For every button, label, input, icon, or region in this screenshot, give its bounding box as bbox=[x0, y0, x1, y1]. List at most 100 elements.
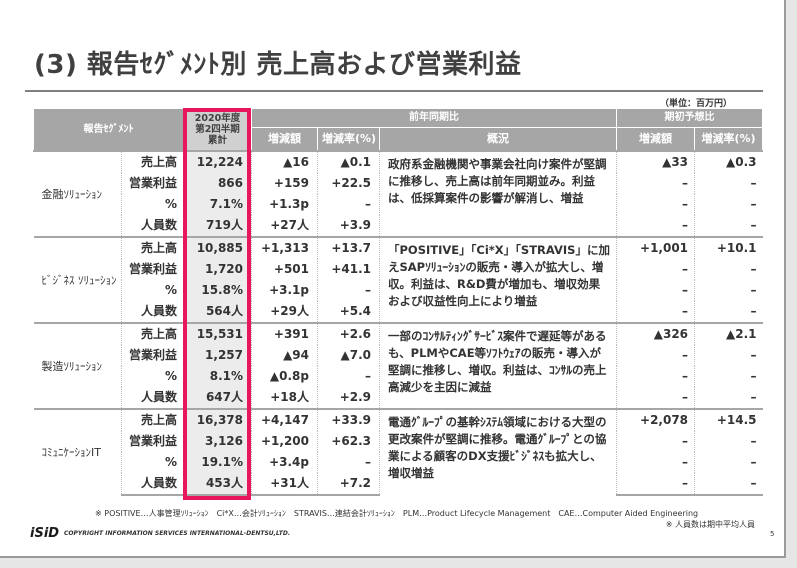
table-row: % 19.1% +3.4p – – – bbox=[34, 452, 763, 473]
row-item-label: % bbox=[121, 280, 184, 301]
yoy-diff: +3.4p bbox=[251, 452, 318, 473]
segment-summary: 「POSITIVE」「Ci*X」「STRAVIS」に加えSAPｿﾘｭｰｼｮﾝの販… bbox=[378, 236, 617, 323]
plan-rate: – bbox=[694, 431, 763, 452]
segment-summary: 一部のｺﾝｻﾙﾃｨﾝｸﾞｻｰﾋﾞｽ案件で遅延等があるも、PLMやCAE等ｿﾌﾄｳ… bbox=[378, 322, 617, 409]
yoy-diff: ▲0.8p bbox=[251, 366, 318, 387]
fy-value: 10,885 bbox=[183, 236, 252, 259]
plan-rate: – bbox=[694, 387, 763, 409]
table-row: 人員数 453人 +31人 +7.2 – – bbox=[34, 473, 763, 496]
header-segment: 報告ｾｸﾞﾒﾝﾄ bbox=[33, 108, 184, 152]
segment-name: ﾋﾞｼﾞﾈｽ ｿﾘｭｰｼｮﾝ bbox=[33, 236, 122, 323]
plan-rate: ▲2.1 bbox=[694, 322, 763, 345]
plan-rate: – bbox=[694, 301, 763, 323]
yoy-rate: – bbox=[317, 366, 380, 387]
plan-diff: +1,001 bbox=[616, 236, 695, 259]
plan-diff: – bbox=[616, 301, 695, 323]
fy-value: 719人 bbox=[183, 215, 252, 237]
fy-value: 15.8% bbox=[183, 280, 252, 301]
table-row: 営業利益 3,126 +1,200 +62.3 – – bbox=[34, 431, 763, 452]
plan-diff: – bbox=[616, 387, 695, 409]
table-row: % 7.1% +1.3p – – – bbox=[34, 194, 763, 215]
plan-rate: – bbox=[694, 473, 763, 496]
plan-diff: – bbox=[616, 452, 695, 473]
fy-value: 1,720 bbox=[183, 259, 252, 280]
yoy-rate: +62.3 bbox=[317, 431, 380, 452]
fy-value: 3,126 bbox=[183, 431, 252, 452]
table-row: 営業利益 1,257 ▲94 ▲7.0 – – bbox=[34, 345, 763, 366]
plan-diff: – bbox=[616, 194, 695, 215]
yoy-rate: +41.1 bbox=[317, 259, 380, 280]
header-plan-rate: 増減率(%) bbox=[694, 127, 764, 152]
yoy-rate: – bbox=[317, 280, 380, 301]
row-item-label: 人員数 bbox=[121, 387, 184, 409]
company-logo: iSiD bbox=[30, 526, 60, 541]
segment-name: 金融ｿﾘｭｰｼｮﾝ bbox=[33, 150, 122, 237]
fy-value: 16,378 bbox=[183, 408, 252, 431]
fy-value: 453人 bbox=[183, 473, 252, 496]
row-item-label: 営業利益 bbox=[121, 173, 184, 194]
plan-diff: – bbox=[616, 345, 695, 366]
yoy-diff: ▲16 bbox=[251, 150, 318, 173]
title-divider bbox=[25, 90, 763, 92]
table-row: ﾋﾞｼﾞﾈｽ ｿﾘｭｰｼｮﾝ 売上高 10,885 +1,313 +13.7 「POSIT… bbox=[33, 236, 763, 323]
header-yoy-rate: 増減率(%) bbox=[317, 127, 380, 152]
plan-rate: – bbox=[694, 345, 763, 366]
plan-diff: – bbox=[616, 366, 695, 387]
table-body: 金融ｿﾘｭｰｼｮﾝ 売上高 12,224 ▲16 ▲0.1 政府系金融機関や事業会社向け案… bbox=[33, 150, 763, 496]
plan-diff: ▲326 bbox=[616, 322, 695, 345]
plan-diff: – bbox=[616, 215, 695, 237]
fy-value: 12,224 bbox=[183, 150, 252, 173]
plan-diff: – bbox=[616, 259, 695, 280]
fy-value: 7.1% bbox=[183, 194, 252, 215]
table-row: 営業利益 866 +159 +22.5 – – bbox=[34, 173, 763, 194]
plan-rate: +14.5 bbox=[694, 408, 763, 431]
fy-value: 15,531 bbox=[183, 322, 252, 345]
table-row: % 8.1% ▲0.8p – – – bbox=[34, 366, 763, 387]
plan-rate: – bbox=[694, 259, 763, 280]
footnote-glossary: ※ POSITIVE…人事管理ｿﾘｭｰｼｮﾝ Ci*X…会計ｿﾘｭｰｼｮﾝ ST… bbox=[95, 509, 699, 518]
page-number: 5 bbox=[770, 530, 775, 538]
table-row: 人員数 719人 +27人 +3.9 – – bbox=[34, 215, 763, 237]
plan-diff: – bbox=[616, 473, 695, 496]
copyright: COPYRIGHT INFORMATION SERVICES INTERNATI… bbox=[64, 530, 291, 537]
header-summary: 概況 bbox=[378, 127, 618, 152]
row-item-label: 売上高 bbox=[121, 408, 184, 431]
yoy-rate: +3.9 bbox=[317, 215, 380, 237]
fy-value: 19.1% bbox=[183, 452, 252, 473]
yoy-diff: ▲94 bbox=[251, 345, 318, 366]
row-item-label: 人員数 bbox=[121, 215, 184, 237]
table-row: 金融ｿﾘｭｰｼｮﾝ 売上高 12,224 ▲16 ▲0.1 政府系金融機関や事業会社向け案… bbox=[33, 150, 763, 237]
plan-rate: – bbox=[694, 280, 763, 301]
slide: (3) 報告ｾｸﾞﾒﾝﾄ別 売上高および営業利益 （単位：百万円） 報告ｾｸﾞﾒ… bbox=[0, 0, 786, 558]
fy-value: 647人 bbox=[183, 387, 252, 409]
yoy-diff: +501 bbox=[251, 259, 318, 280]
fy-value: 866 bbox=[183, 173, 252, 194]
yoy-diff: +4,147 bbox=[251, 408, 318, 431]
table-row: 営業利益 1,720 +501 +41.1 – – bbox=[34, 259, 763, 280]
footnote-headcount: ※ 人員数は期中平均人員 bbox=[665, 520, 755, 529]
yoy-diff: +1,200 bbox=[251, 431, 318, 452]
yoy-rate: – bbox=[317, 194, 380, 215]
plan-diff: ▲33 bbox=[616, 150, 695, 173]
row-item-label: % bbox=[121, 366, 184, 387]
table-row: 人員数 564人 +29人 +5.4 – – bbox=[34, 301, 763, 323]
plan-diff: – bbox=[616, 280, 695, 301]
yoy-diff: +391 bbox=[251, 322, 318, 345]
yoy-diff: +31人 bbox=[251, 473, 318, 496]
header-plan: 期初予想比 bbox=[616, 108, 764, 128]
row-item-label: 営業利益 bbox=[121, 259, 184, 280]
table-row: 人員数 647人 +18人 +2.9 – – bbox=[34, 387, 763, 409]
segment-name: 製造ｿﾘｭｰｼｮﾝ bbox=[33, 322, 122, 409]
fy-value: 564人 bbox=[183, 301, 252, 323]
yoy-diff: +3.1p bbox=[251, 280, 318, 301]
segment-table: 報告ｾｸﾞﾒﾝﾄ 2020年度 第2四半期 累計 前年同期比 期初予想比 増減額 増… bbox=[33, 108, 764, 496]
yoy-diff: +1,313 bbox=[251, 236, 318, 259]
header-yoy-diff: 増減額 bbox=[251, 127, 318, 152]
yoy-diff: +1.3p bbox=[251, 194, 318, 215]
row-item-label: 売上高 bbox=[121, 322, 184, 345]
fy-value: 8.1% bbox=[183, 366, 252, 387]
header-yoy: 前年同期比 bbox=[250, 108, 618, 128]
plan-diff: – bbox=[616, 173, 695, 194]
row-item-label: 営業利益 bbox=[121, 345, 184, 366]
plan-rate: – bbox=[694, 366, 763, 387]
